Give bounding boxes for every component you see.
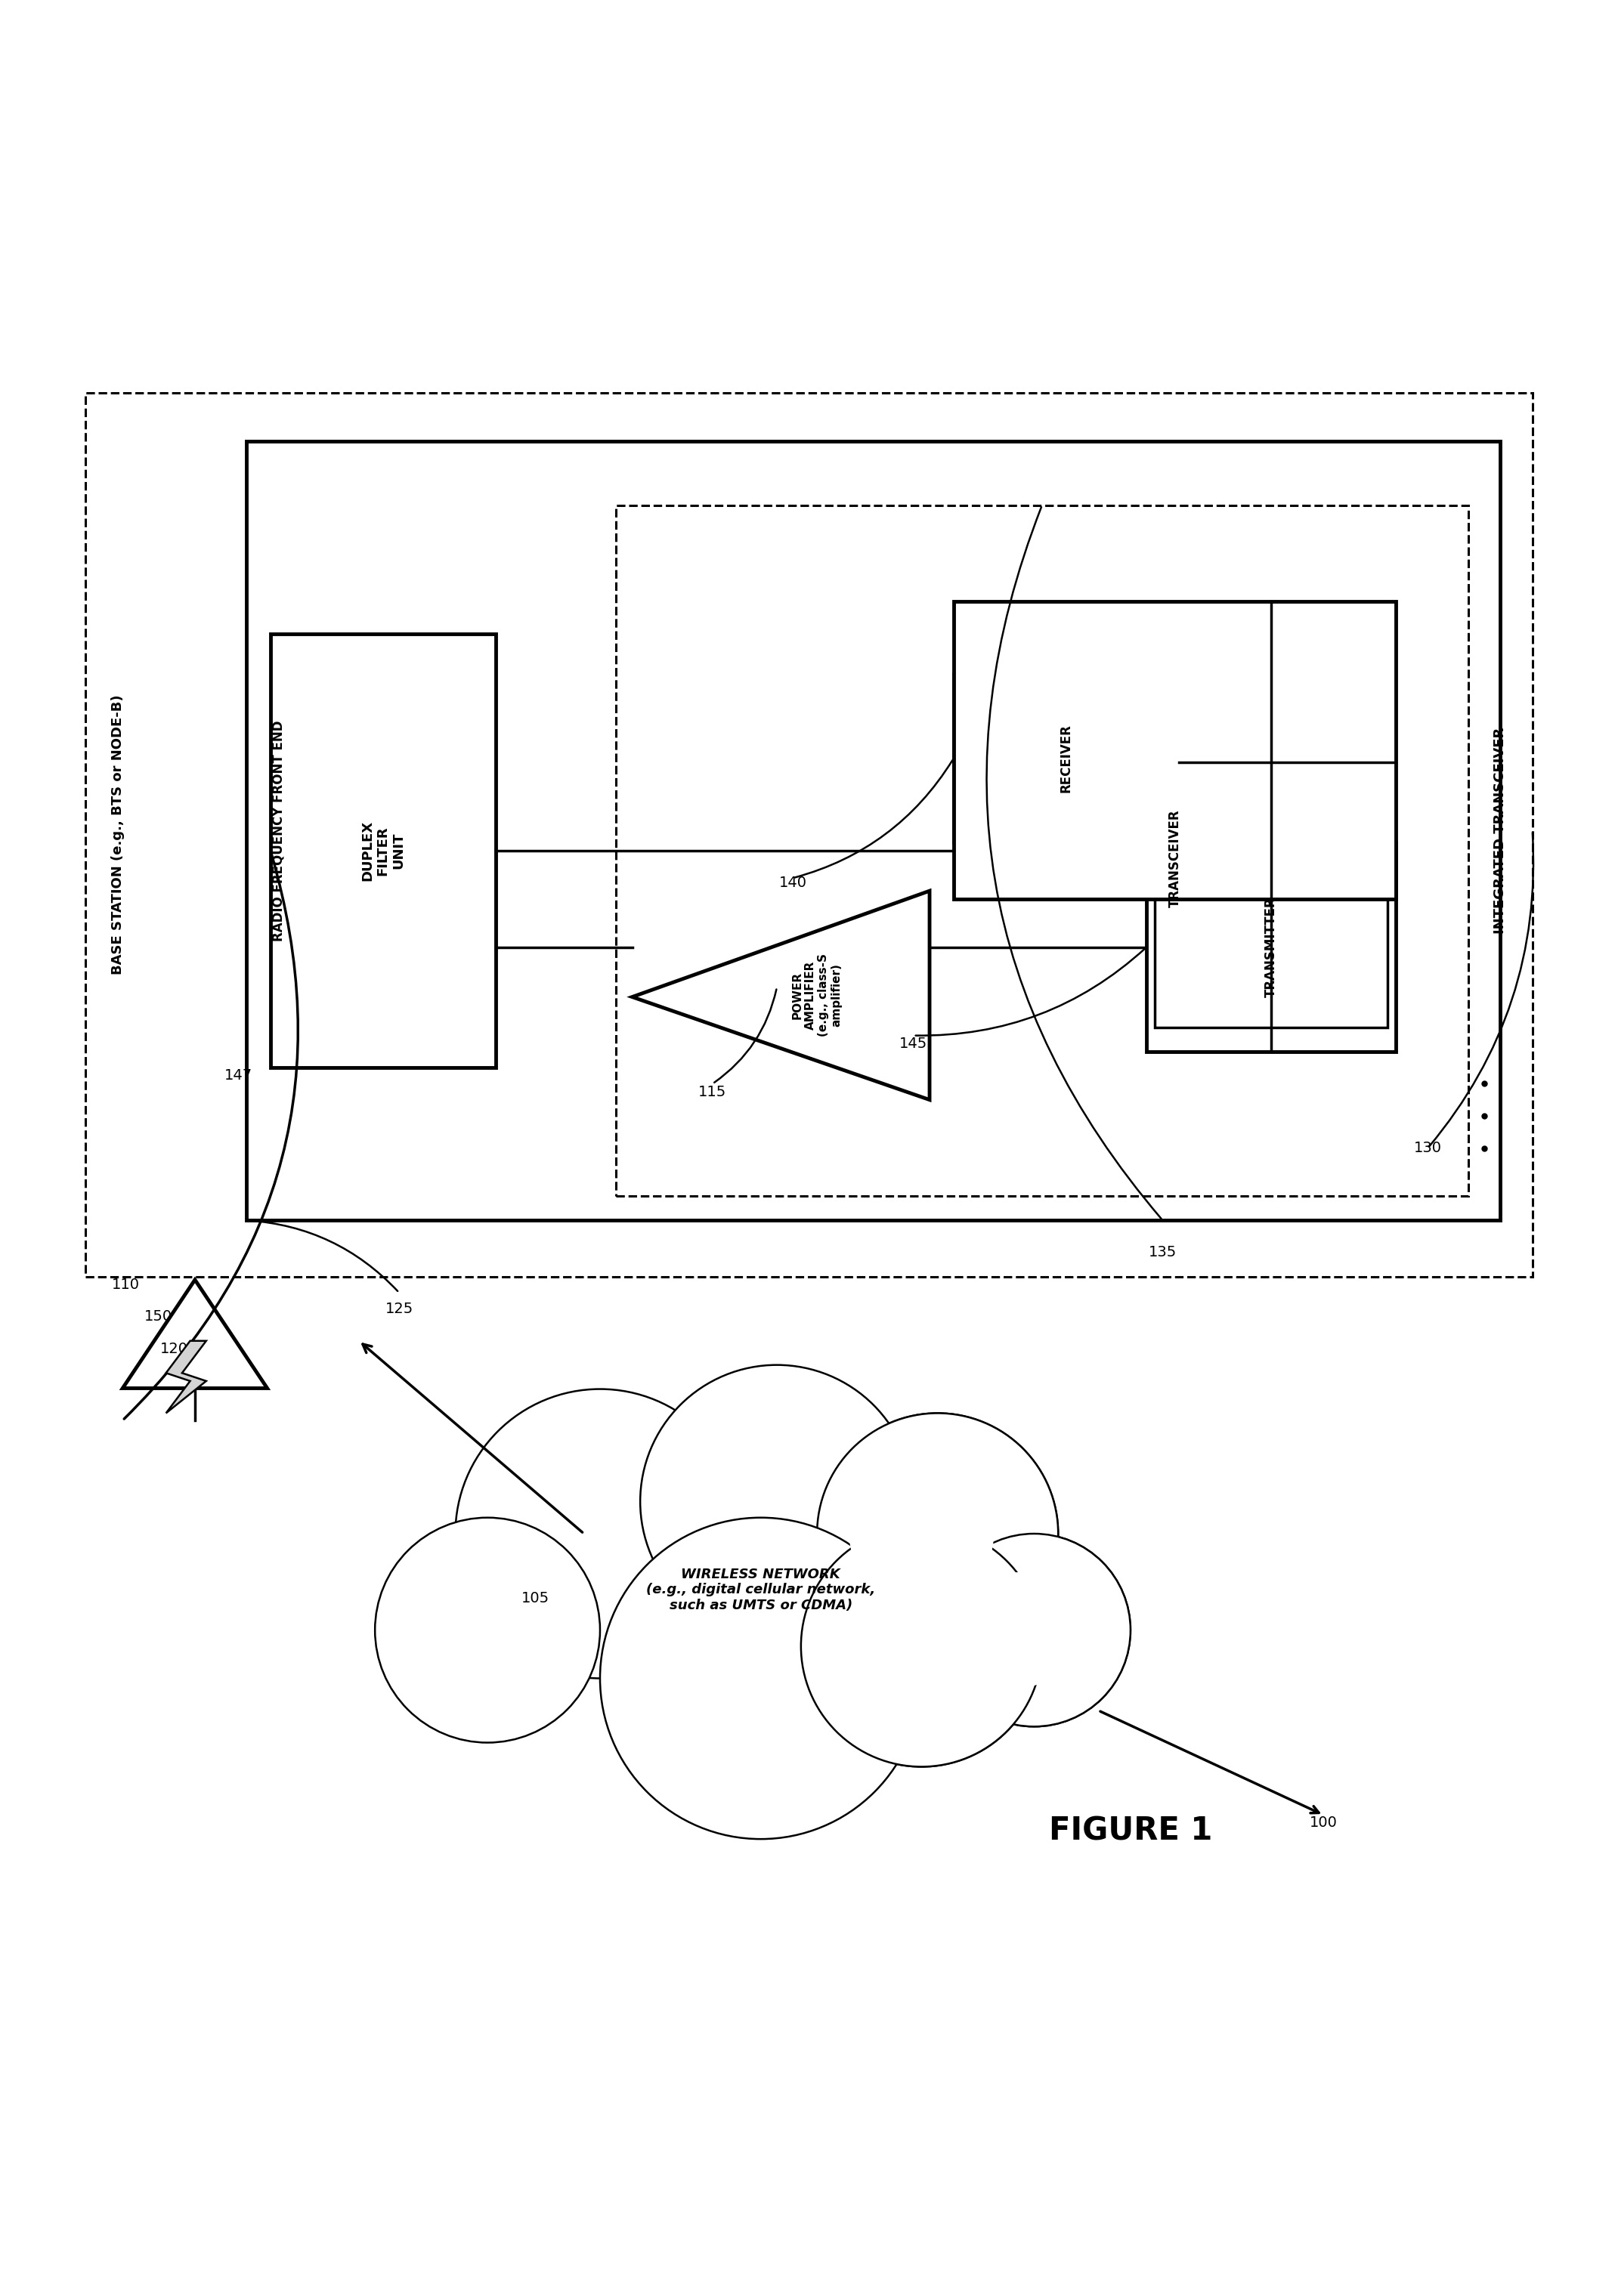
Circle shape xyxy=(937,1534,1131,1727)
Circle shape xyxy=(937,1534,1131,1727)
FancyBboxPatch shape xyxy=(616,505,1468,1196)
FancyBboxPatch shape xyxy=(270,634,495,1068)
Text: DUPLEX
FILTER
UNIT: DUPLEX FILTER UNIT xyxy=(361,820,406,882)
FancyBboxPatch shape xyxy=(246,441,1500,1219)
Text: 105: 105 xyxy=(521,1591,550,1605)
Text: TRANSMITTER: TRANSMITTER xyxy=(1264,898,1278,996)
Circle shape xyxy=(959,1573,1076,1688)
Text: 100: 100 xyxy=(1309,1816,1338,1830)
FancyBboxPatch shape xyxy=(86,393,1532,1277)
Circle shape xyxy=(801,1525,1042,1766)
Circle shape xyxy=(455,1389,744,1678)
FancyBboxPatch shape xyxy=(953,602,1396,900)
Text: TRANSCEIVER: TRANSCEIVER xyxy=(1168,810,1181,907)
Circle shape xyxy=(849,1460,993,1605)
Circle shape xyxy=(600,1518,922,1839)
Text: 145: 145 xyxy=(900,1035,927,1052)
Text: 125: 125 xyxy=(385,1302,413,1316)
Text: 110: 110 xyxy=(112,1277,139,1293)
Circle shape xyxy=(641,1364,914,1637)
Text: RECEIVER: RECEIVER xyxy=(1060,723,1073,792)
Polygon shape xyxy=(167,1341,205,1412)
Text: WIRELESS NETWORK
(e.g., digital cellular network,
such as UMTS or CDMA): WIRELESS NETWORK (e.g., digital cellular… xyxy=(646,1568,875,1612)
FancyBboxPatch shape xyxy=(1155,868,1388,1029)
FancyBboxPatch shape xyxy=(953,675,1180,843)
Circle shape xyxy=(817,1412,1058,1653)
Text: INTEGRATED TRANSCEIVER: INTEGRATED TRANSCEIVER xyxy=(1493,728,1506,934)
Text: 130: 130 xyxy=(1414,1141,1442,1155)
Circle shape xyxy=(817,1412,1058,1653)
Text: 115: 115 xyxy=(699,1084,726,1100)
Text: FIGURE 1: FIGURE 1 xyxy=(1048,1816,1212,1846)
FancyBboxPatch shape xyxy=(1147,843,1396,1052)
Text: BASE STATION (e.g., BTS or NODE-B): BASE STATION (e.g., BTS or NODE-B) xyxy=(112,696,125,974)
Text: 147: 147 xyxy=(225,1068,252,1084)
Circle shape xyxy=(801,1525,1042,1766)
Text: 135: 135 xyxy=(1149,1244,1176,1261)
Text: POWER
AMPLIFIER
(e.g., class-S
amplifier): POWER AMPLIFIER (e.g., class-S amplifier… xyxy=(791,953,843,1038)
Text: 140: 140 xyxy=(778,875,807,891)
Text: RADIO FREQUENCY FRONT END: RADIO FREQUENCY FRONT END xyxy=(272,721,285,941)
Circle shape xyxy=(833,1573,977,1717)
Circle shape xyxy=(375,1518,600,1743)
Text: 120: 120 xyxy=(160,1341,188,1357)
Text: 150: 150 xyxy=(144,1309,172,1325)
